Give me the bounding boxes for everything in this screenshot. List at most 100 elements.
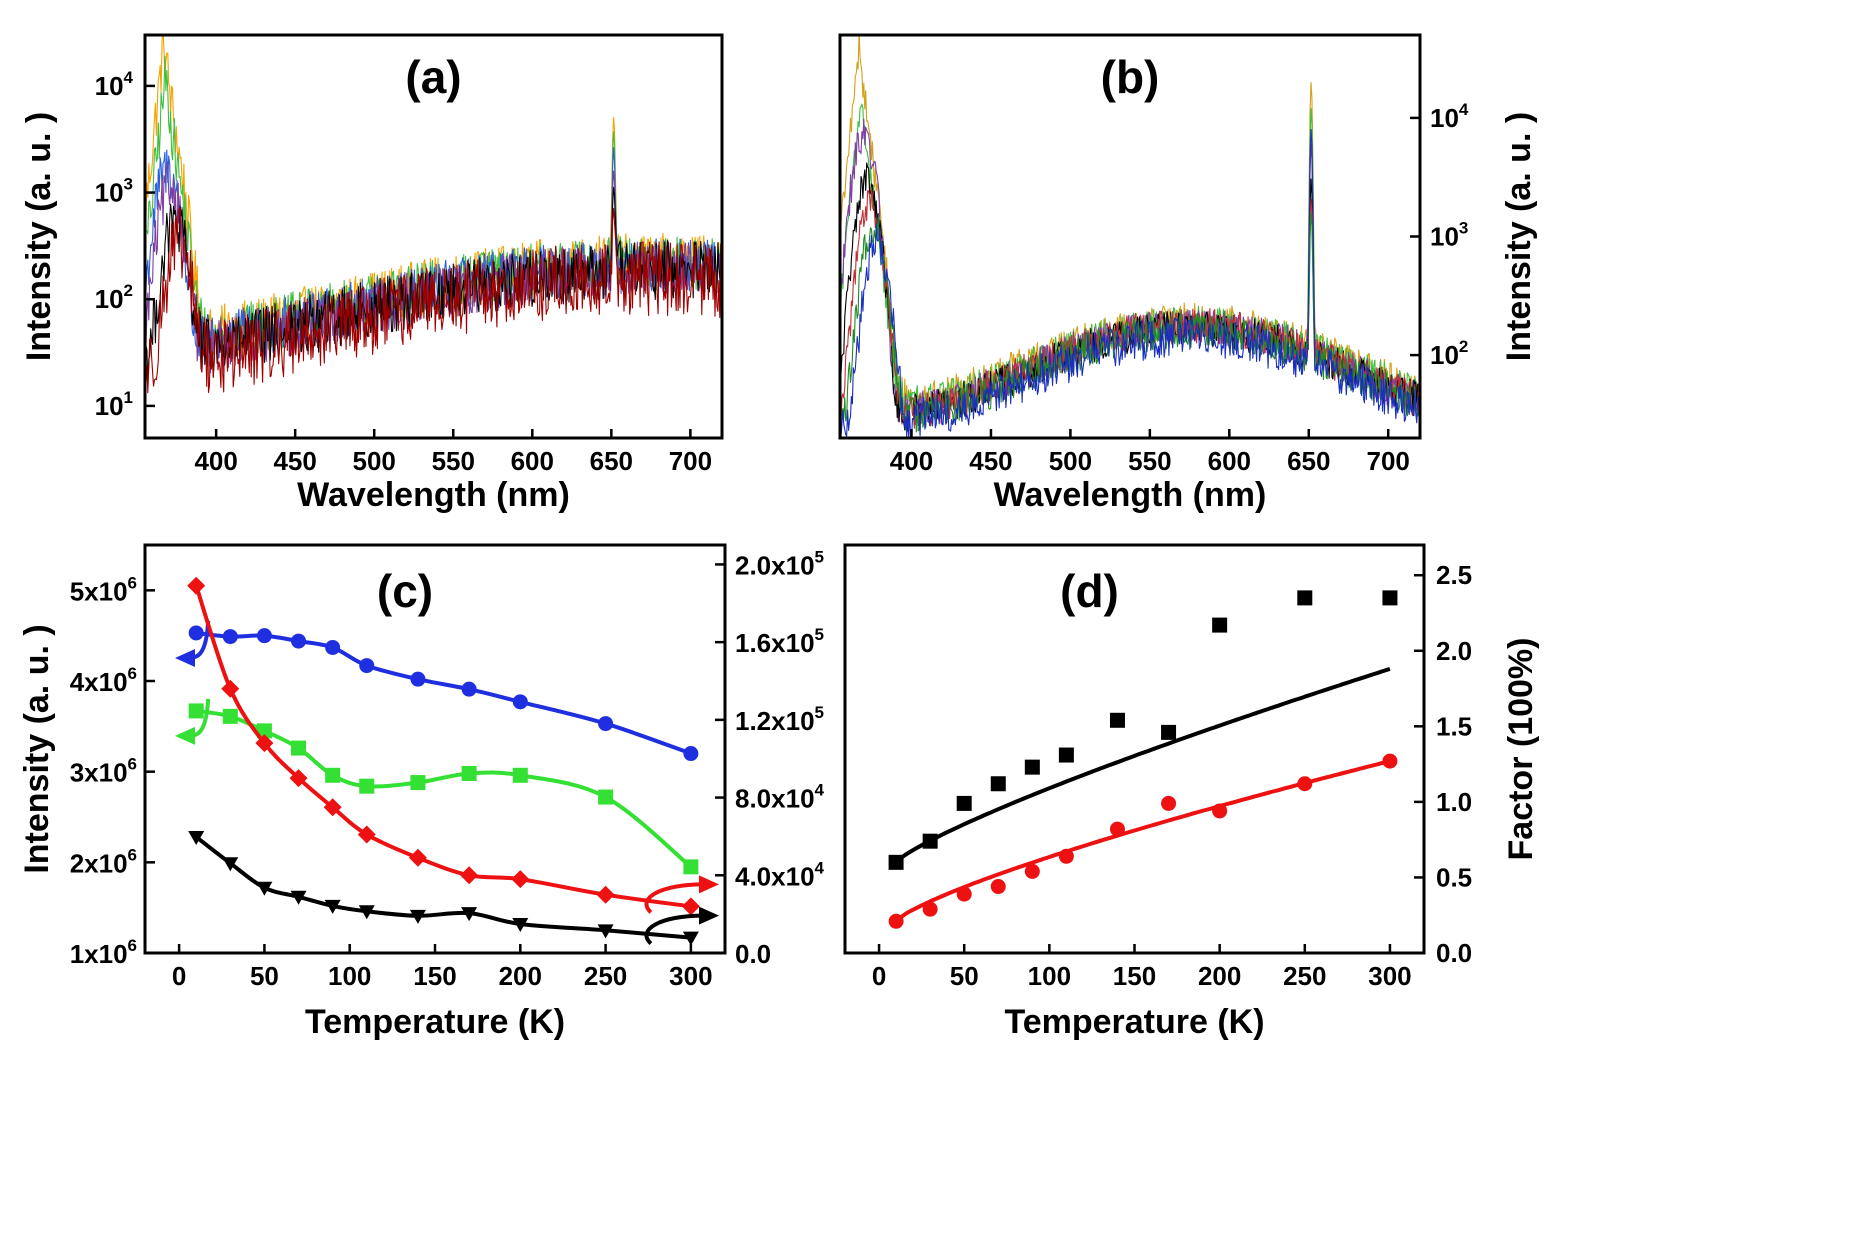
panel-c-point-blue-30 [222,629,238,645]
panel-c-arrowhead-green [175,726,195,745]
panel-c-arrowhead-blue [175,648,195,667]
panel-c-arrow-red [644,882,704,914]
panel-d-point-black-200 [1212,617,1228,633]
panel-d-point-red-110 [1058,848,1074,864]
panel-d-x-tick-label-250: 250 [1283,961,1326,991]
panel-c-point-red-10 [187,576,206,595]
panel-c-point-green-30 [222,708,238,724]
panel-d-point-red-140 [1109,821,1125,837]
panel-c: 0 50 100 150 200 250 300 1x106 2x106 3x106 4x106 5x… [18,543,825,1041]
panel-c-point-blue-10 [188,625,204,641]
panel-a-y-axis-title: Intensity (a. u. ) [20,112,58,361]
panel-d-y-tick-label-2.0: 2.0 [1436,636,1472,666]
panel-c-point-blue-50 [256,628,272,644]
panel-c-point-black-90 [324,899,341,914]
panel-a-y-tick-label-2: 103 [95,175,133,208]
panel-a-x-tick-label-650: 650 [590,446,633,476]
panel-d-point-black-110 [1058,747,1074,763]
panel-c-y-tick-label-3: 4x106 [70,664,137,697]
panel-c-point-red-250 [596,885,615,904]
panel-d-point-red-70 [990,879,1006,895]
panel-c-point-green-140 [410,775,426,791]
panel-a-x-tick-label-550: 550 [432,446,475,476]
panel-b-y-tick-label-1: 103 [1430,219,1468,252]
panel-d-x-tick-label-50: 50 [950,961,979,991]
panel-d-fit-black [894,667,1391,864]
panel-c-x-tick-label-150: 150 [413,961,456,991]
panel-c-arrowhead-red [699,875,719,894]
panel-c-x-tick-label-200: 200 [499,961,542,991]
panel-b-x-tick-label-600: 600 [1208,446,1251,476]
panel-c-point-green-50 [256,723,272,739]
panel-c-point-red-200 [511,870,530,889]
panel-a-x-tick-label-500: 500 [353,446,396,476]
panel-c-point-green-250 [598,789,614,805]
panel-c-point-black-30 [222,857,239,872]
panel-c-y2-tick-label-2: 8.0x104 [735,781,825,814]
panel-a-y-tick-label-1: 102 [95,281,133,314]
panel-c-point-black-70 [290,890,307,905]
panel-c-label: (c) [377,565,433,617]
panel-d-y-tick-label-1.0: 1.0 [1436,787,1472,817]
panel-d-point-red-90 [1024,863,1040,879]
panel-c-x-tick-label-50: 50 [250,961,279,991]
panel-c-point-blue-300 [683,746,699,762]
panel-d-y-tick-label-0.5: 0.5 [1436,862,1472,892]
panel-c-y2-tick-label-4: 1.6x105 [735,625,824,658]
panel-d-point-black-70 [990,776,1006,792]
panel-d-point-red-30 [922,901,938,917]
panel-d-point-red-200 [1212,803,1228,819]
panel-c-x-tick-label-100: 100 [328,961,371,991]
panel-b-x-tick-label-450: 450 [969,446,1012,476]
panel-c-frame [143,543,727,955]
panel-c-point-blue-90 [325,639,341,655]
panel-c-point-blue-110 [359,658,375,674]
panel-c-point-blue-140 [410,671,426,687]
panel-d-point-black-300 [1382,590,1398,606]
panel-d-point-black-250 [1297,590,1313,606]
panel-d-y-tick-label-0.0: 0.0 [1436,938,1472,968]
panel-c-y2-tick-label-3: 1.2x105 [735,703,824,736]
panel-b-x-tick-label-400: 400 [890,446,933,476]
panel-c-point-black-170 [461,907,478,922]
panel-c-point-black-10 [188,830,205,845]
panel-a-x-axis-title: Wavelength (nm) [297,476,570,514]
panel-b: 400 450 500 550 600 650 700 102 103 104 Wavelength… [838,33,1538,514]
panel-b-label: (b) [1101,51,1160,103]
panel-c-point-blue-170 [461,681,477,697]
panel-c-x-tick-label-0: 0 [172,961,186,991]
panel-b-y-tick-label-0: 102 [1430,337,1468,370]
panel-c-point-green-70 [291,740,307,756]
panel-c-point-black-50 [256,881,273,896]
panel-d-point-black-90 [1024,759,1040,775]
panel-d-point-red-50 [956,886,972,902]
panel-d-x-tick-label-150: 150 [1113,961,1156,991]
panel-b-x-tick-label-500: 500 [1049,446,1092,476]
panel-c-y-tick-label-0: 1x106 [70,936,137,969]
panel-a-y-tick-label-3: 104 [95,68,134,101]
panel-c-arrow-black [644,913,704,946]
panel-d-x-tick-label-0: 0 [872,961,886,991]
panel-b-traces [840,35,1420,438]
panel-c-y2-tick-label-5: 2.0x105 [735,547,824,580]
panel-c-x-axis-title: Temperature (K) [305,1003,565,1041]
panel-c-point-black-300 [682,931,699,946]
panel-c-point-blue-200 [512,694,528,710]
panel-d-point-black-10 [888,854,904,870]
panel-c-y-tick-label-2: 3x106 [70,755,137,788]
panel-b-x-axis-title: Wavelength (nm) [994,476,1267,514]
panel-c-x-tick-label-300: 300 [669,961,712,991]
panel-d-x-tick-label-200: 200 [1198,961,1241,991]
spectrum-b-7 [840,128,1420,438]
panel-d-frame [843,543,1426,955]
panel-c-point-black-250 [597,924,614,939]
panel-a-x-tick-label-700: 700 [669,446,712,476]
panel-b-y-tick-label-2: 104 [1430,100,1469,133]
panel-c-point-red-70 [289,769,308,788]
panel-b-x-tick-label-700: 700 [1367,446,1410,476]
panel-d-point-black-50 [956,795,972,811]
panel-d-label: (d) [1060,565,1119,617]
panel-c-y2-tick-label-1: 4.0x104 [735,858,825,891]
panel-a-traces [145,35,722,394]
